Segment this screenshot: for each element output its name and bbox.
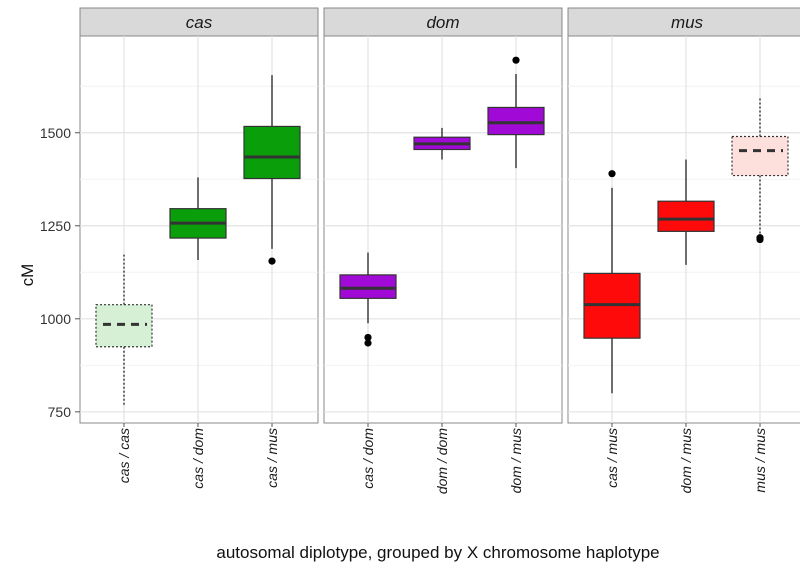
outlier-point <box>364 339 372 347</box>
box-cas-dom <box>339 252 397 347</box>
y-tick-label: 1250 <box>40 218 71 234</box>
box-rect <box>339 274 397 299</box>
x-tick-label: dom / mus <box>678 428 694 493</box>
x-tick-label: cas / cas <box>116 428 132 483</box>
facet-strip <box>323 7 563 37</box>
box-cas-dom <box>169 177 227 261</box>
box-rect <box>243 125 301 180</box>
facet-mus: mus cas / mus dom / mus mus / mus <box>567 7 800 493</box>
facet-strip-label: mus <box>671 13 704 32</box>
outlier-point <box>756 235 764 244</box>
facet-dom: dom cas / dom dom / dom dom / mus <box>323 7 563 494</box>
outlier-point <box>608 170 616 178</box>
box-mus-mus <box>731 98 789 244</box>
x-tick-label: cas / mus <box>604 428 620 488</box>
box-rect <box>657 200 715 232</box>
box-cas-mus <box>583 170 641 394</box>
y-tick-label: 1000 <box>40 311 71 327</box>
box-dom-mus <box>657 159 715 265</box>
x-tick-label: mus / mus <box>752 428 768 493</box>
box-rect <box>487 106 545 136</box>
x-tick-label: cas / dom <box>190 428 206 489</box>
y-axis-title: cM <box>18 264 37 287</box>
outlier-point <box>512 56 520 64</box>
outlier-point <box>268 257 276 265</box>
facet-strip-label: dom <box>426 13 459 32</box>
box-dom-dom <box>413 127 471 160</box>
x-tick-label: cas / dom <box>360 428 376 489</box>
box-cas-mus <box>243 75 301 265</box>
facet-panel <box>323 35 563 424</box>
facet-strip <box>79 7 319 37</box>
box-rect <box>731 135 789 177</box>
facet-cas: cas cas / cas cas / dom cas / mus <box>79 7 319 489</box>
x-tick-label: dom / dom <box>434 428 450 494</box>
x-tick-label: dom / mus <box>508 428 524 493</box>
box-dom-mus <box>487 56 545 169</box>
y-tick-label: 750 <box>48 404 72 420</box>
outlier-point <box>364 333 372 342</box>
facet-strip-label: cas <box>186 13 213 32</box>
x-axis-title: autosomal diplotype, grouped by X chromo… <box>216 543 659 562</box>
y-axis: 750 1000 1250 1500 <box>40 125 80 420</box>
facets-layer: cas cas / cas cas / dom cas / mus dom cas / d… <box>79 7 800 494</box>
y-tick-label: 1500 <box>40 125 71 141</box>
box-cas-cas <box>95 252 153 407</box>
x-tick-label: cas / mus <box>264 428 280 488</box>
